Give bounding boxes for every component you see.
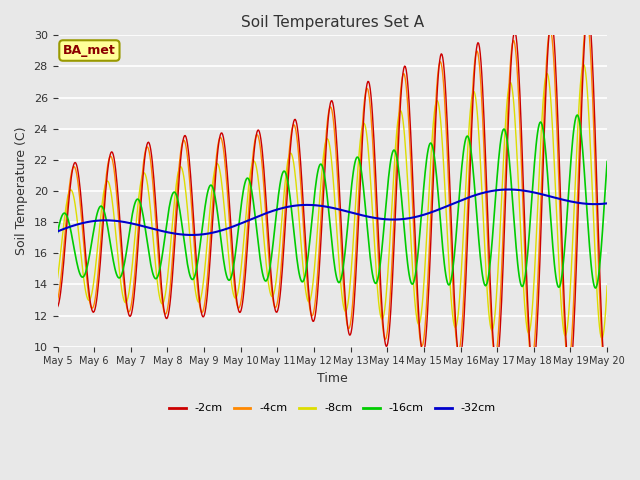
Legend: -2cm, -4cm, -8cm, -16cm, -32cm: -2cm, -4cm, -8cm, -16cm, -32cm [164, 399, 500, 418]
Text: BA_met: BA_met [63, 44, 116, 57]
Y-axis label: Soil Temperature (C): Soil Temperature (C) [15, 127, 28, 255]
Title: Soil Temperatures Set A: Soil Temperatures Set A [241, 15, 424, 30]
X-axis label: Time: Time [317, 372, 348, 385]
